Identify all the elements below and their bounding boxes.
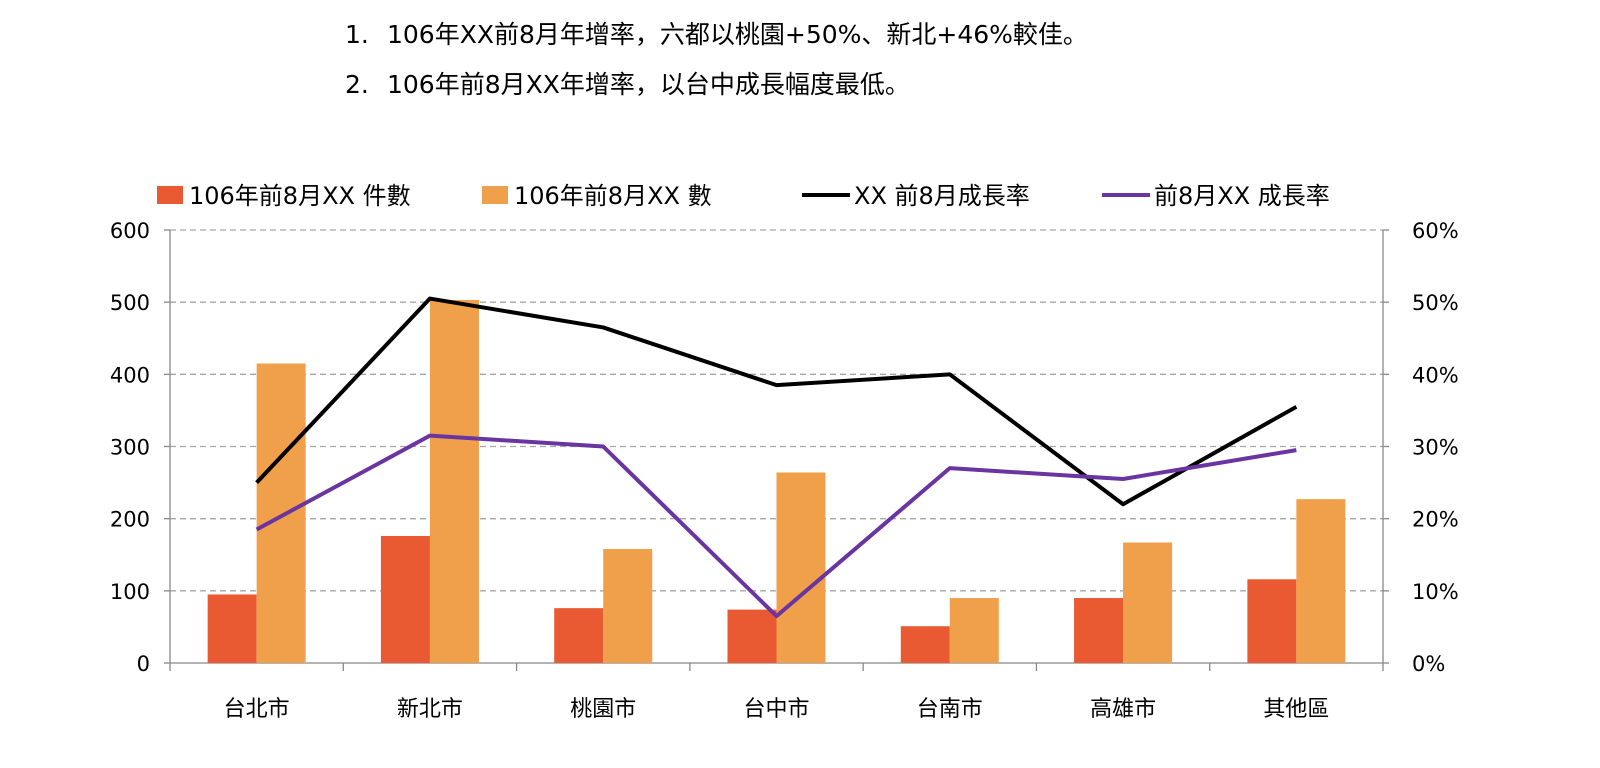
x-category-label: 台南市 [917, 697, 983, 722]
bar [1074, 598, 1124, 663]
y-left-tick-label: 400 [110, 363, 150, 387]
x-category-label: 台北市 [224, 697, 290, 722]
x-category-label: 其他區 [1263, 697, 1329, 722]
bar [207, 594, 257, 663]
bar [776, 472, 826, 663]
bar [256, 363, 306, 663]
bar [603, 548, 653, 663]
bar [380, 535, 430, 663]
bar [1247, 579, 1297, 663]
note-2: 2. 106年前8月XX年增率，以台中成長幅度最低。 [345, 72, 1088, 122]
bar [900, 626, 950, 663]
y-right-tick-label: 0% [1412, 652, 1445, 676]
y-right-tick-label: 20% [1412, 508, 1459, 532]
series-line [255, 296, 1298, 507]
legend-label: 前8月XX 成長率 [1154, 182, 1330, 210]
legend-swatch [482, 186, 508, 204]
bar [429, 300, 479, 663]
x-category-label: 新北市 [397, 697, 463, 722]
bar [554, 608, 604, 663]
legend-label: XX 前8月成長率 [854, 182, 1030, 210]
y-right-tick-label: 30% [1412, 436, 1459, 460]
y-left-tick-label: 500 [110, 291, 150, 315]
y-left-tick-label: 100 [110, 580, 150, 604]
bar [949, 598, 999, 663]
x-category-label: 桃園市 [570, 697, 636, 722]
bar [1123, 542, 1173, 663]
bar [1296, 499, 1346, 663]
legend-label: 106年前8月XX 件數 [189, 182, 411, 210]
y-left-tick-label: 200 [110, 508, 150, 532]
y-left-tick-label: 300 [110, 436, 150, 460]
note-2-text: 106年前8月XX年增率，以台中成長幅度最低。 [387, 70, 910, 99]
y-right-tick-label: 10% [1412, 580, 1459, 604]
series-line [255, 433, 1297, 619]
y-right-tick-label: 40% [1412, 363, 1459, 387]
notes-list: 1. 106年XX前8月年增率，六都以桃園+50%、新北+46%較佳。 2. 106… [345, 22, 1088, 122]
axis-labels: 0 100 200 300 400 500 600 0% 10% 20% 30% 40% 50% 60% 台… [110, 219, 1459, 722]
y-left-tick-label: 600 [110, 219, 150, 243]
y-right-tick-label: 50% [1412, 291, 1459, 315]
y-right-tick-label: 60% [1412, 219, 1459, 243]
note-2-number: 2. [345, 70, 369, 99]
line-series [255, 296, 1298, 619]
bar-series [207, 300, 1346, 663]
gridlines [170, 229, 1383, 592]
legend-label: 106年前8月XX 數 [514, 182, 712, 210]
note-1: 1. 106年XX前8月年增率，六都以桃園+50%、新北+46%較佳。 [345, 22, 1088, 72]
note-1-text: 106年XX前8月年增率，六都以桃園+50%、新北+46%較佳。 [387, 20, 1088, 49]
legend-swatch [157, 186, 183, 204]
chart-legend: 106年前8月XX 件數 106年前8月XX 數 XX 前8月成長率 前8月XX 成長… [157, 182, 1330, 210]
axes [164, 229, 1389, 671]
bar [727, 609, 777, 663]
x-category-label: 高雄市 [1090, 697, 1156, 722]
x-category-label: 台中市 [743, 697, 809, 722]
y-left-tick-label: 0 [137, 652, 150, 676]
note-1-number: 1. [345, 20, 369, 49]
